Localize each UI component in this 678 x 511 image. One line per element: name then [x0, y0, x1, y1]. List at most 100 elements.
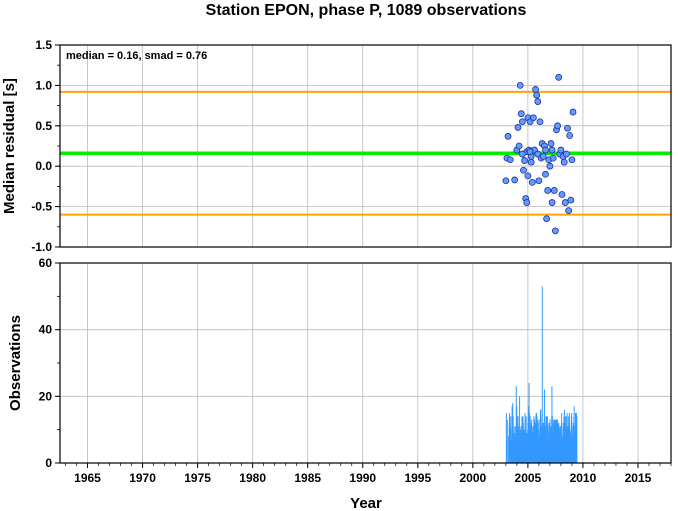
residual-point: [565, 207, 573, 215]
residual-point: [504, 132, 512, 140]
residual-point: [566, 132, 574, 139]
observation-bar: [551, 416, 553, 463]
residual-point: [547, 140, 555, 147]
residual-point: [518, 118, 526, 126]
y-tick-label: 1.5: [35, 38, 52, 52]
residual-points: [502, 73, 577, 235]
residual-point: [568, 156, 576, 164]
x-tick-label: 2005: [515, 471, 542, 485]
observation-bar: [576, 416, 578, 463]
x-tick-label: 1980: [239, 471, 266, 485]
residual-point: [520, 166, 527, 174]
x-tick-label: 1970: [129, 471, 156, 485]
residual-point: [511, 176, 519, 184]
y-tick-label: -0.5: [31, 200, 52, 214]
observation-bar: [506, 419, 508, 463]
observation-bar: [543, 389, 545, 463]
y-tick-label: 0.0: [35, 159, 52, 173]
residual-point: [548, 199, 556, 206]
residual-point: [528, 178, 536, 186]
residual-point: [534, 98, 542, 105]
residual-point: [564, 124, 571, 132]
observations-panel: 60 40 20 0 1965 1970 1975 1980 1985 1990 1995 2000…: [7, 256, 672, 511]
residual-point: [563, 150, 570, 158]
x-tick-label: 1995: [404, 471, 431, 485]
observation-bar: [505, 413, 507, 463]
residual-point: [523, 199, 531, 206]
observations-y-axis-title: Observations: [7, 315, 24, 411]
residual-point: [535, 177, 543, 185]
x-tick-label: 1975: [184, 471, 211, 485]
year-x-ticks: 1965 1970 1975 1980 1985 1990 1995 2000 2005 2010…: [65, 463, 672, 485]
residual-point: [552, 227, 559, 235]
residual-point: [546, 162, 554, 170]
observation-bar: [540, 426, 542, 463]
observation-bar: [541, 286, 543, 463]
observation-bar: [519, 426, 521, 463]
residual-panel: 1.5 1.0 0.5 0.0 -0.5 -1.0 median = 0.16, smad…: [1, 38, 672, 254]
observation-bar: [516, 406, 518, 463]
residual-point: [515, 142, 523, 150]
y-tick-label: 0: [45, 456, 52, 470]
observation-bar: [545, 416, 547, 463]
residual-point: [554, 122, 562, 130]
x-axis-title: Year: [350, 495, 382, 511]
residual-point: [533, 91, 541, 99]
observations-plot-area: [60, 263, 671, 463]
residual-plot-area: [60, 45, 671, 247]
observations-y-ticks: 60 40 20 0: [39, 256, 60, 470]
residual-point: [518, 150, 526, 158]
residual-point: [514, 124, 522, 131]
residual-point: [548, 146, 556, 154]
residual-point: [539, 153, 547, 160]
observation-bar: [528, 413, 530, 463]
x-tick-label: 2000: [459, 471, 486, 485]
y-tick-label: -1.0: [31, 240, 52, 254]
residual-point: [543, 215, 550, 223]
residual-point: [502, 177, 510, 185]
stats-annotation: median = 0.16, smad = 0.76: [66, 50, 207, 62]
x-tick-label: 1965: [74, 471, 101, 485]
observation-bar: [508, 436, 510, 463]
observation-bars: [505, 286, 578, 463]
residual-point: [542, 146, 549, 154]
residual-point: [517, 110, 525, 118]
residual-point: [549, 154, 557, 162]
y-tick-label: 60: [39, 256, 53, 270]
residual-point: [542, 170, 549, 178]
residual-point: [558, 191, 566, 198]
chart-title: Station EPON, phase P, 1089 observations: [206, 2, 527, 19]
y-tick-label: 0.5: [35, 119, 52, 133]
residual-point: [527, 158, 535, 166]
residual-point: [567, 196, 575, 204]
residual-y-ticks: 1.5 1.0 0.5 0.0 -0.5 -1.0: [31, 38, 60, 254]
residual-point: [550, 187, 558, 194]
residual-point: [557, 146, 565, 154]
x-tick-label: 1985: [294, 471, 321, 485]
residual-y-axis-title: Median residual [s]: [1, 78, 18, 214]
observation-bar: [506, 439, 508, 463]
residual-point: [524, 172, 532, 180]
residual-point: [569, 108, 577, 116]
y-tick-label: 20: [39, 389, 53, 403]
x-tick-label: 2015: [625, 471, 652, 485]
y-tick-label: 1.0: [35, 78, 52, 92]
residual-point: [555, 73, 563, 81]
observation-bar: [524, 419, 526, 463]
residual-point: [526, 148, 534, 156]
residual-point: [544, 187, 552, 194]
residual-point: [521, 157, 528, 164]
residual-point: [561, 199, 569, 206]
observation-bar: [525, 416, 527, 463]
y-tick-label: 40: [39, 323, 53, 337]
observation-bar: [559, 426, 561, 463]
x-tick-label: 1990: [349, 471, 376, 485]
residual-point: [506, 156, 514, 164]
residual-point: [516, 82, 524, 89]
residual-point: [560, 158, 568, 166]
residual-point: [529, 114, 537, 122]
observation-bar: [512, 416, 514, 463]
residual-point: [532, 86, 539, 93]
x-tick-label: 2010: [570, 471, 597, 485]
